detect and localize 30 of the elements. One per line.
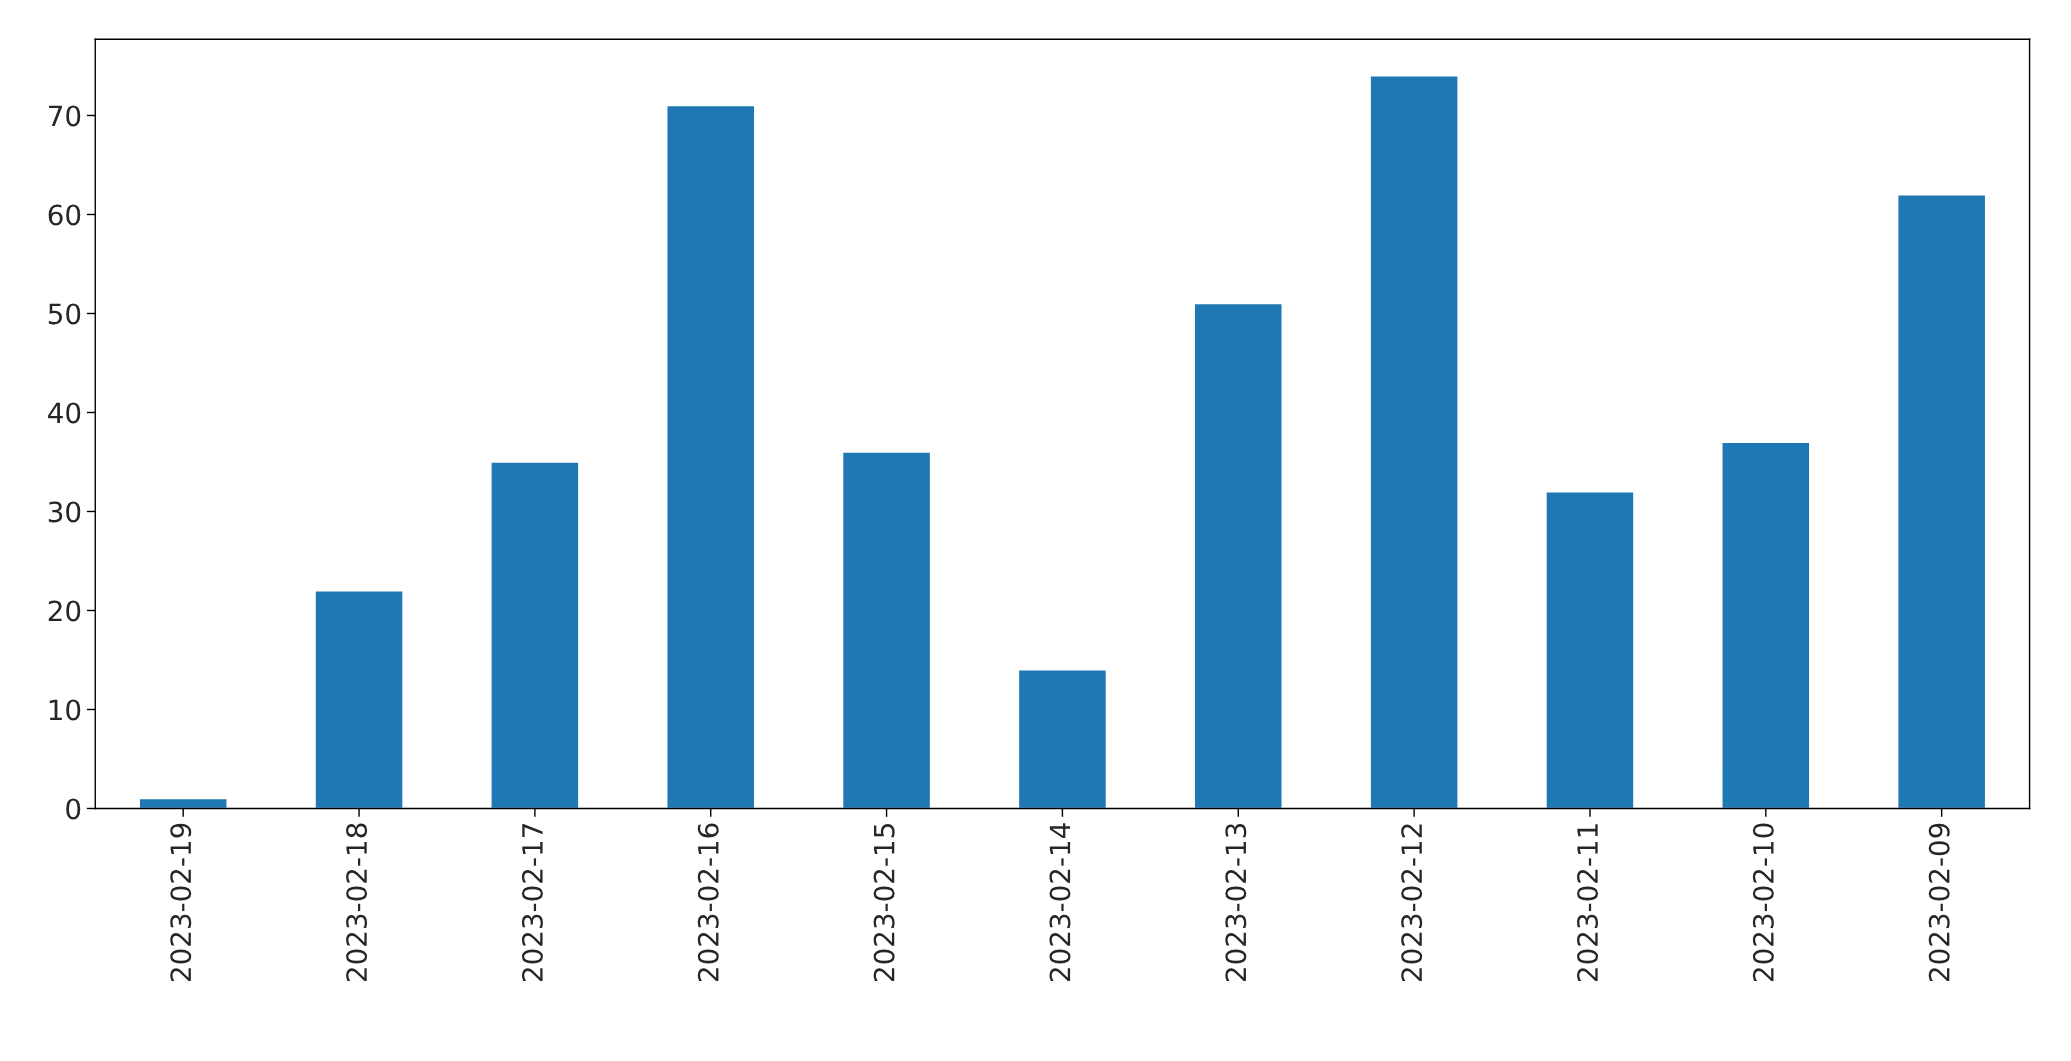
- bar: [1193, 302, 1283, 809]
- bar: [1896, 193, 1987, 809]
- x-tick-label: 2023-02-14: [1049, 823, 1071, 982]
- x-tick-label: 2023-02-16: [697, 823, 719, 982]
- bar: [314, 589, 404, 809]
- y-tick-label: 0: [66, 798, 81, 820]
- bar: [490, 461, 580, 809]
- bar: [1369, 75, 1459, 809]
- y-tick-label: 30: [48, 501, 81, 523]
- x-tick-label: 2023-02-10: [1752, 823, 1774, 982]
- bar: [841, 451, 932, 809]
- bar: [1721, 441, 1811, 809]
- bar: [1017, 669, 1108, 809]
- y-tick-label: 70: [49, 105, 81, 127]
- x-tick-label: 2023-02-11: [1577, 824, 1599, 982]
- x-tick-label: 2023-02-17: [521, 824, 543, 982]
- x-tick-label: 2023-02-09: [1928, 823, 1950, 982]
- x-tick-label: 2023-02-15: [873, 824, 895, 982]
- x-tick-label: 2023-02-19: [170, 823, 192, 982]
- y-tick-label: 60: [48, 204, 81, 226]
- bar: [1545, 490, 1635, 809]
- y-tick-label: 40: [48, 402, 81, 424]
- bar: [138, 797, 228, 809]
- x-tick-label: 2023-02-12: [1401, 824, 1423, 982]
- y-tick-label: 50: [48, 303, 81, 325]
- x-tick-label: 2023-02-18: [346, 823, 368, 982]
- bar: [666, 104, 756, 809]
- y-tick-label: 20: [48, 600, 81, 622]
- y-tick-label: 10: [49, 699, 81, 721]
- x-tick-label: 2023-02-13: [1225, 823, 1247, 982]
